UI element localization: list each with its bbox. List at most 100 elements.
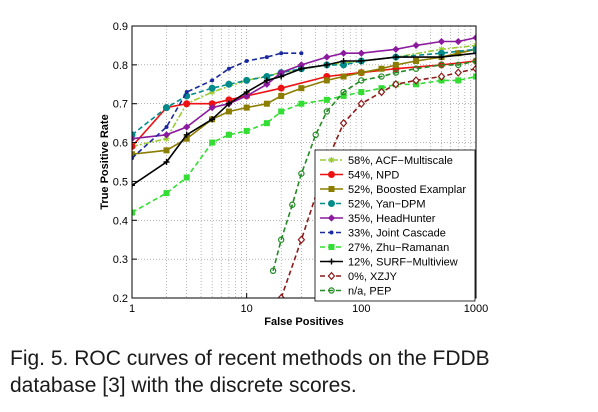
y-axis-label: True Positive Rate [99,114,111,209]
x-tick-label: 1000 [464,303,488,315]
legend-marker-7 [328,258,335,265]
series-point-8 [412,76,420,85]
series-point-6 [323,96,330,103]
y-tick-label: 0.5 [113,176,128,188]
series-0 [132,42,476,150]
series-point-6 [340,92,347,99]
x-axis-label: False Positives [264,316,344,328]
series-point-7 [263,77,270,84]
y-tick-label: 0.6 [113,138,128,150]
legend-marker-4 [327,214,336,222]
series-point-8 [377,87,386,97]
series-point-4 [339,49,348,57]
series-point-0 [163,135,170,142]
series-point-9 [378,73,385,80]
series-point-5 [299,51,304,56]
series-point-0 [209,89,216,96]
legend-marker-9 [328,287,335,294]
series-point-6 [263,120,270,127]
series-point-5 [279,51,284,56]
series-point-8 [297,235,306,245]
series-point-2 [323,77,330,84]
series-point-5 [244,58,249,63]
series-point-9 [358,77,365,84]
series-point-4 [162,131,171,139]
series-4 [132,34,476,143]
series-point-9 [392,69,400,76]
legend-label-2: 52%, Boosted Examplar [348,184,466,196]
legend-label-1: 54%, NPD [348,170,399,182]
series-point-4 [208,104,216,112]
series-point-6 [225,131,232,138]
series-point-1 [132,142,136,150]
series-point-2 [183,135,190,142]
series-point-6 [455,77,462,84]
series-line-3 [132,48,476,136]
series-point-7 [132,182,135,189]
series-point-4 [392,45,400,53]
series-point-2 [132,151,135,158]
series-point-8 [339,118,348,128]
series-point-2 [243,104,250,111]
series-point-3 [163,104,171,112]
series-point-4 [132,135,136,143]
series-point-2 [392,61,399,68]
series-point-9 [340,88,347,96]
series-point-9 [412,65,420,72]
series-point-2 [413,57,420,64]
figure-caption: Fig. 5. ROC curves of recent methods on … [10,345,595,399]
series-point-3 [208,84,216,92]
series-point-8 [277,293,285,298]
legend-marker-8 [327,271,336,281]
legend-marker-6 [328,244,335,250]
legend-marker-2 [328,186,335,192]
series-point-8 [437,72,446,81]
series-point-7 [278,73,285,80]
series-point-9 [455,61,462,69]
caption-line-1: Fig. 5. ROC curves of recent methods on … [10,347,490,370]
legend: 58%, ACF−Multiscale 54%, NPD 52%, Boosted … [314,149,476,302]
series-point-6 [209,139,216,146]
legend-label-8: 0%, XZJY [348,271,398,283]
series-point-4 [323,53,331,61]
series-point-2 [163,147,170,154]
series-point-6 [278,108,285,115]
series-point-6 [132,209,135,216]
caption-line-2: database [3] with the discrete scores. [10,374,357,397]
series-point-9 [298,170,305,177]
series-point-8 [357,99,366,109]
series-line-5 [132,52,302,159]
series-point-4 [297,61,305,69]
series-point-1 [277,84,285,92]
legend-marker-5 [329,230,334,235]
legend-marker-1 [328,171,335,178]
series-point-2 [263,100,270,107]
series-point-7 [298,65,305,72]
roc-chart: 1 10 100 1000 0.2 0.3 0.4 0.5 0.6 0.7 0.8 0.9 False… [99,21,488,328]
series-point-8 [454,68,463,77]
y-tick-label: 0.3 [113,254,128,266]
series-point-6 [183,174,190,181]
legend-marker-3 [328,200,335,207]
series-point-9 [323,108,331,115]
series-point-4 [243,92,251,100]
series-9 [269,57,476,274]
series-point-5 [210,78,215,83]
series-point-7 [473,50,476,57]
series-point-4 [357,49,365,57]
series-point-8 [472,64,476,74]
x-tick-label: 10 [241,303,253,315]
y-tick-label: 0.7 [113,99,128,111]
series-point-7 [225,100,232,107]
series-point-9 [289,201,296,208]
series-line-0 [132,44,476,148]
series-point-7 [392,54,399,61]
series-point-6 [163,190,170,197]
series-point-1 [183,100,191,108]
series-point-4 [277,69,285,77]
series-5 [132,51,304,161]
series-line-9 [272,60,476,272]
legend-marker-0 [328,157,335,163]
plot-frame [131,25,477,299]
series-point-5 [226,66,231,71]
